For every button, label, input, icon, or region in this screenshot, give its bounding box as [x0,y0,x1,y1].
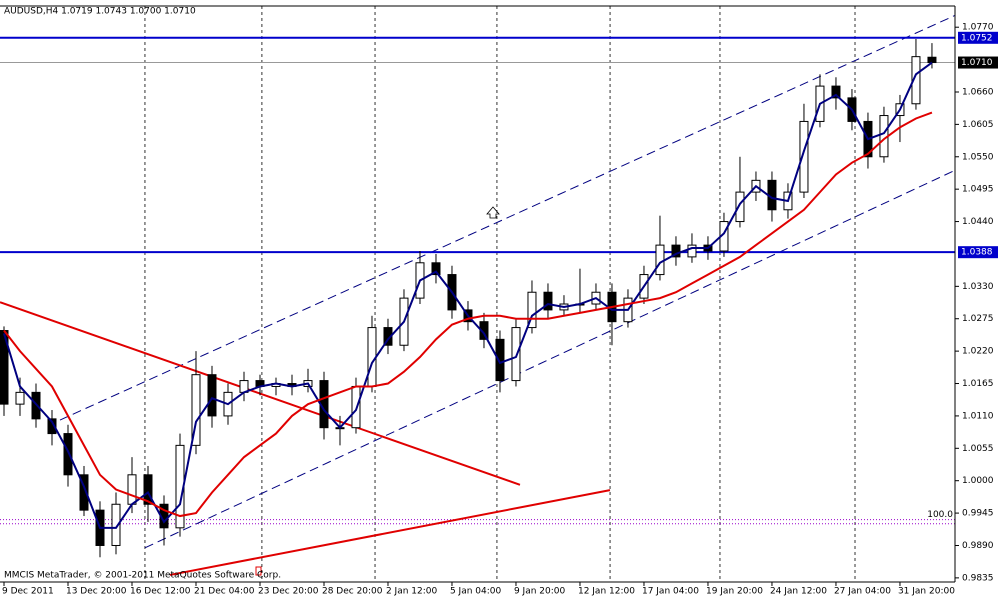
candle-body [47,418,57,435]
candle-body [143,474,153,505]
x-tick-label: 31 Jan 20:00 [898,587,955,597]
footer: MMCIS MetaTrader, © 2001-2011 MetaQuotes… [4,571,281,581]
trendline [59,14,956,421]
trendline [144,169,956,549]
candle-body [671,244,681,258]
y-tick-label: 1.0220 [962,347,994,357]
y-tick-label: 1.0660 [962,87,994,97]
x-tick-label: 2 Jan 12:00 [386,587,438,597]
candle-body [0,330,9,405]
candle-body [431,262,441,276]
candle-body [127,474,137,505]
price-label-box [958,246,998,259]
x-tick-label: 13 Dec 20:00 [66,587,127,597]
y-tick-label: 1.0055 [962,444,994,454]
x-tick-label: 28 Dec 20:00 [322,587,383,597]
x-tick-label: 9 Dec 2011 [2,587,54,597]
y-tick-label: 1.0110 [962,411,994,421]
current-price-box [958,56,998,69]
candle-body [911,56,921,105]
x-tick-label: 12 Jan 12:00 [578,587,635,597]
indicator-line [3,111,933,518]
x-tick-label: 19 Jan 20:00 [706,587,763,597]
marker-icon [255,566,262,576]
candle-body [495,338,505,382]
indicator-line [3,61,933,529]
y-tick-label: 0.9835 [962,573,994,583]
x-tick-label: 9 Jan 20:00 [514,587,566,597]
x-tick-label: 27 Jan 04:00 [834,587,891,597]
x-tick-label: 5 Jan 04:00 [450,587,502,597]
arrow-icon [486,206,500,219]
y-tick-label: 1.0440 [962,217,994,227]
candle-body [799,120,809,193]
trendline [169,489,611,576]
candle-body [527,291,537,329]
price-label: 1.0388 [961,248,993,258]
y-tick-label: 1.0000 [962,476,994,486]
x-tick-label: 24 Jan 12:00 [770,587,827,597]
candle-body [543,291,553,311]
current-price-label: 1.0710 [961,58,993,68]
price-label-box [958,31,998,44]
candle-body [63,433,73,476]
candle-body [831,85,841,99]
x-tick-label: 23 Dec 20:00 [258,587,319,597]
candle-body [15,391,25,405]
candle-body [735,191,745,223]
x-tick-label: 17 Jan 04:00 [642,587,699,597]
price-label: 1.0752 [961,33,993,43]
x-tick-label: 16 Dec 12:00 [130,587,191,597]
y-tick-label: 1.0165 [962,379,994,389]
y-tick-label: 1.0550 [962,152,994,162]
plot [0,6,956,582]
candle-body [927,56,937,64]
y-tick-label: 1.0330 [962,282,994,292]
candle-body [207,374,217,417]
y-tick-label: 0.9890 [962,541,994,551]
y-tick-label: 0.9945 [962,509,994,519]
candle-body [79,474,89,511]
y-tick-label: 1.0275 [962,314,994,324]
y-tick-label: 1.0605 [962,120,994,130]
candle-body [655,244,665,276]
chart-title: AUDUSD,H4 1.0719 1.0743 1.0700 1.0710 [4,7,196,17]
y-tick-label: 1.0495 [962,185,994,195]
candle-body [511,327,521,382]
fibo-label: 100.0 [927,510,953,520]
y-tick-label: 1.0770 [962,23,994,33]
x-tick-label: 21 Dec 04:00 [194,587,255,597]
candle-body [111,503,121,546]
candle-body [687,244,697,258]
candle-body [191,374,201,446]
